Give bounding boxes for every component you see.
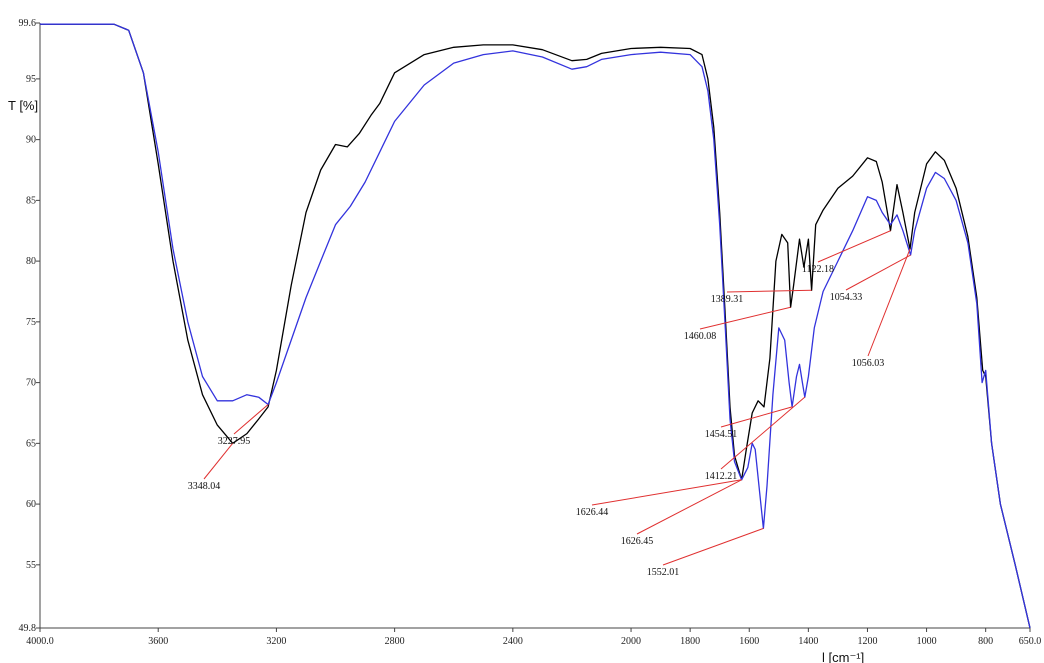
peak-label: 3227.95 [218,436,251,447]
x-tick-label: 2800 [385,636,405,647]
peak-label: 1389.31 [711,294,744,305]
x-tick-label: 650.0 [1019,636,1042,647]
x-tick-label: 2000 [621,636,641,647]
series-layer [40,23,1031,629]
y-axis-title: T [%] [8,98,38,113]
spectrum-line-blue [40,23,1031,629]
peak-label: 1122.18 [802,264,834,275]
peak-label: 1552.01 [647,567,680,578]
y-tick-label: 99.6 [19,18,37,29]
peak-annotations: 3348.04 3227.95 1626.44 1626.45 1552.01 1454.… [188,230,911,578]
peak-leader-line [203,443,234,480]
peak-label: 1412.21 [705,471,738,482]
peak-label: 1454.51 [705,429,738,440]
peak-leader-line [662,527,764,566]
peak-leader-line [867,248,911,357]
x-tick-label: 1600 [739,636,759,647]
x-tick-label: 4000.0 [26,636,54,647]
peak-leader-line [720,396,806,470]
peak-leader-line [726,289,812,293]
peak-leader-line [817,230,891,263]
x-tick-label: 1800 [680,636,700,647]
x-tick-label: 800 [978,636,993,647]
x-tick-label: 1400 [798,636,818,647]
peak-label: 1054.33 [830,292,863,303]
y-tick-label: 85 [26,195,36,206]
x-tick-label: 1200 [857,636,877,647]
x-tick-labels: 4000.0 3600 3200 2800 2400 2000 1800 1600 1400 12… [26,628,1041,647]
x-tick-label: 3200 [266,636,286,647]
peak-label: 3348.04 [188,481,221,492]
peak-leader-line [845,254,911,291]
peak-leader-line [233,404,269,435]
y-tick-label: 55 [26,560,36,571]
peak-label: 1626.45 [621,536,654,547]
x-tick-label: 3600 [148,636,168,647]
axes [39,23,1030,629]
peak-leader-line [636,479,742,535]
y-tick-label: 49.8 [19,623,37,634]
y-tick-label: 80 [26,256,36,267]
y-tick-label: 95 [26,74,36,85]
y-tick-label: 70 [26,378,36,389]
peak-leader-line [699,306,791,330]
y-tick-label: 90 [26,135,36,146]
peak-leader-line [720,406,793,428]
y-tick-label: 65 [26,438,36,449]
x-tick-label: 1000 [917,636,937,647]
y-tick-label: 60 [26,499,36,510]
peak-label: 1626.44 [576,507,609,518]
x-tick-label: 2400 [503,636,523,647]
y-tick-labels: 99.6 95 90 85 80 75 70 65 60 55 49.8 [19,18,40,634]
spectrum-line-black [40,23,1031,629]
y-tick-label: 75 [26,317,36,328]
peak-label: 1056.03 [852,358,885,369]
peak-label: 1460.08 [684,331,717,342]
peak-leader-line [591,479,742,506]
x-axis-title: l [cm⁻¹] [822,650,864,663]
